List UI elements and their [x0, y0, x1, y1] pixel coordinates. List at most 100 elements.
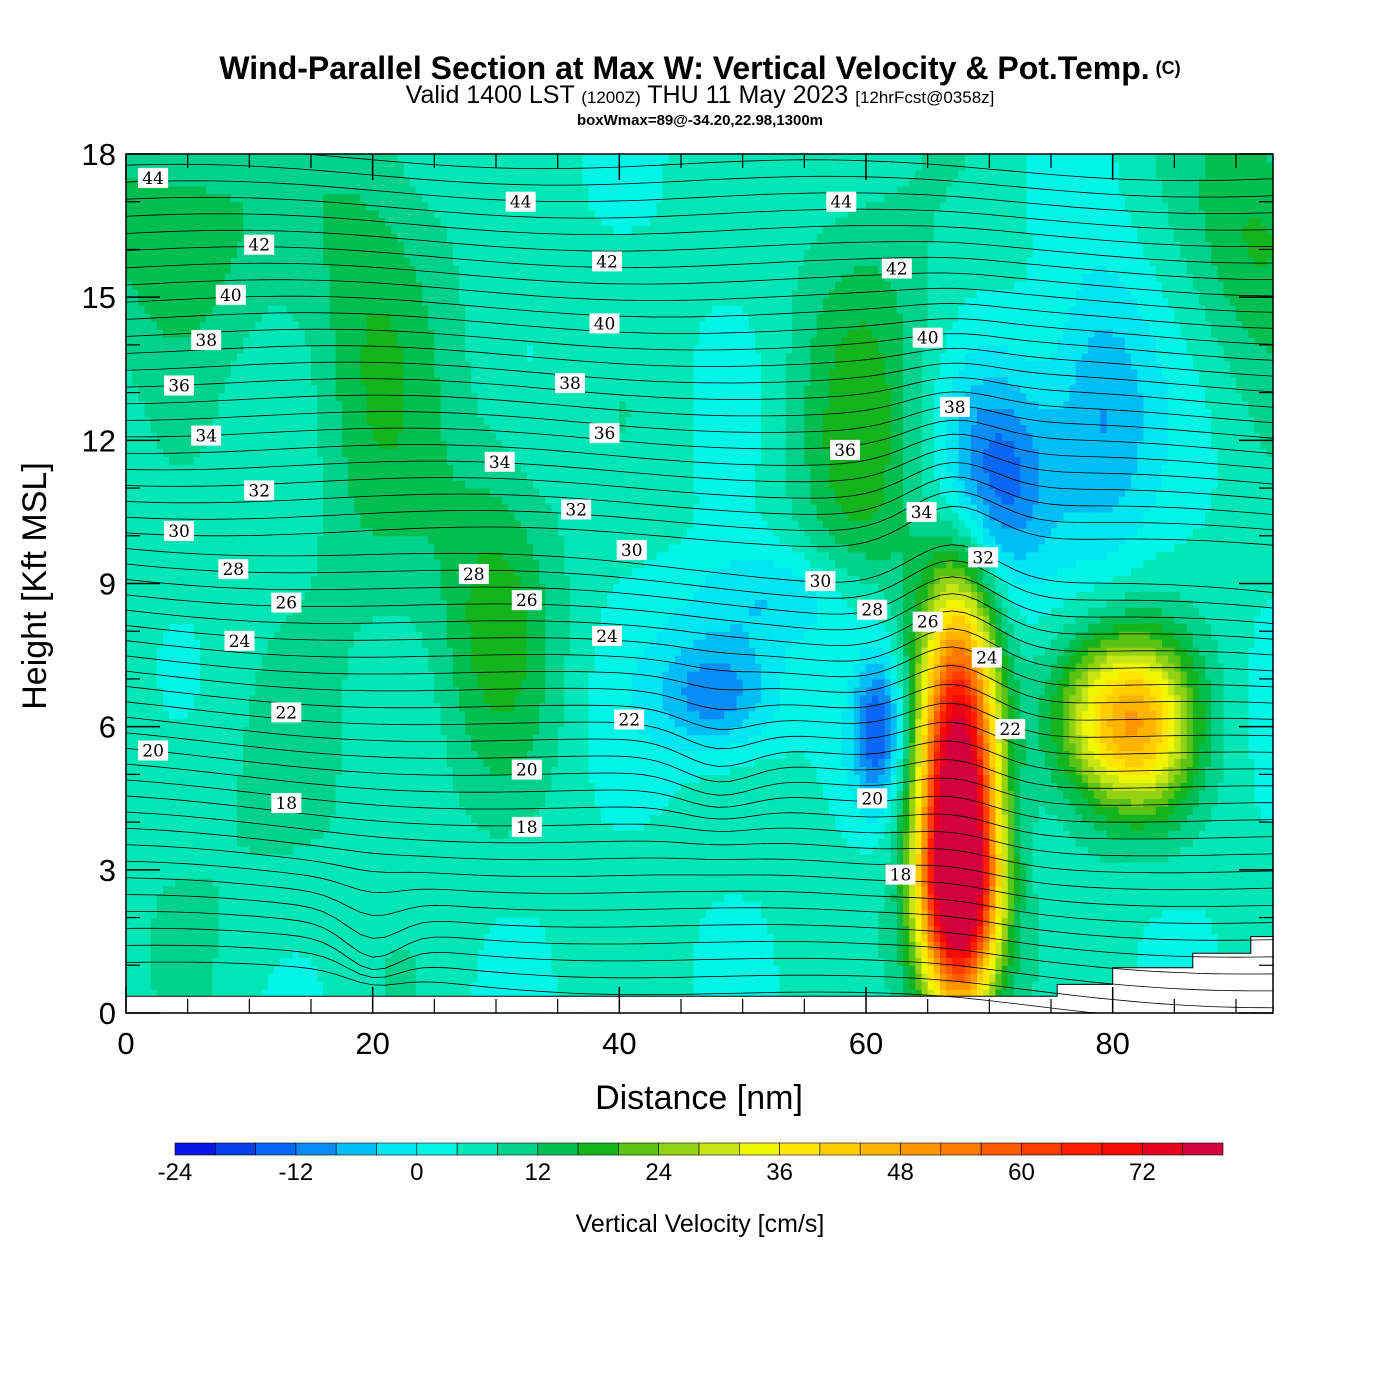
w-cell [829, 965, 836, 974]
w-cell [1242, 869, 1249, 879]
w-cell [545, 806, 553, 815]
w-cell [1118, 814, 1126, 823]
w-cell [366, 917, 374, 927]
w-cell [477, 798, 485, 807]
w-cell [625, 909, 633, 919]
w-cell [126, 957, 133, 966]
w-cell [995, 933, 1003, 943]
w-cell [459, 798, 466, 807]
w-cell [761, 901, 768, 911]
w-cell [1069, 909, 1077, 919]
w-cell [644, 838, 651, 847]
w-cell [946, 885, 953, 895]
w-cell [940, 909, 947, 919]
w-cell [304, 901, 312, 911]
w-cell [1014, 917, 1021, 927]
w-cell [1143, 949, 1151, 958]
w-cell [1051, 814, 1058, 823]
w-cell [872, 989, 879, 998]
w-cell [317, 981, 324, 990]
w-cell [816, 973, 824, 982]
w-cell [964, 981, 972, 990]
w-cell [477, 941, 485, 950]
w-cell [656, 901, 664, 911]
w-cell [570, 973, 577, 982]
w-cell [132, 957, 139, 966]
w-cell [921, 981, 929, 990]
w-cell [1063, 901, 1071, 911]
w-cell [360, 933, 368, 943]
w-cell [607, 798, 614, 807]
w-cell [989, 822, 997, 831]
w-cell [557, 806, 565, 815]
w-cell [662, 957, 670, 966]
w-cell [563, 798, 571, 807]
w-cell [576, 830, 583, 839]
w-cell [533, 949, 540, 958]
w-cell [570, 814, 577, 823]
w-cell [292, 845, 300, 855]
w-cell [582, 853, 590, 863]
w-cell [878, 893, 886, 903]
w-cell [1118, 830, 1126, 839]
w-cell [403, 830, 411, 839]
w-cell [927, 925, 935, 935]
w-cell [1044, 814, 1052, 823]
w-cell [711, 893, 719, 903]
w-cell [230, 822, 238, 831]
w-cell [169, 853, 176, 863]
w-cell [237, 949, 244, 958]
w-cell [1236, 845, 1243, 855]
w-cell [977, 941, 984, 950]
w-cell [335, 957, 343, 966]
w-cell [662, 981, 670, 990]
w-cell [1069, 830, 1077, 839]
w-cell [249, 949, 257, 958]
w-cell [810, 798, 818, 807]
w-cell [600, 893, 608, 903]
w-cell [1100, 901, 1108, 911]
w-cell [403, 973, 411, 982]
w-cell [755, 822, 762, 831]
w-cell [354, 814, 361, 823]
w-cell [187, 885, 195, 895]
w-cell [459, 822, 466, 831]
w-cell [477, 885, 485, 895]
w-cell [829, 822, 836, 831]
w-cell [563, 909, 571, 919]
w-cell [323, 853, 331, 863]
w-cell [835, 949, 842, 958]
w-cell [674, 965, 682, 974]
w-cell [563, 869, 571, 879]
w-cell [600, 838, 608, 847]
w-cell [1044, 909, 1052, 919]
w-cell [977, 949, 984, 958]
w-cell [415, 933, 423, 943]
w-cell [286, 893, 294, 903]
w-cell [446, 838, 454, 847]
w-cell [1236, 917, 1243, 927]
w-cell [193, 806, 201, 815]
w-cell [520, 989, 528, 998]
w-cell [1229, 893, 1237, 903]
w-cell [422, 989, 429, 998]
w-cell [582, 877, 590, 887]
w-cell [378, 830, 386, 839]
w-cell [360, 885, 368, 895]
w-cell [563, 822, 571, 831]
w-cell [909, 806, 916, 815]
w-cell [175, 901, 183, 911]
w-cell [681, 853, 688, 863]
w-cell [514, 933, 522, 943]
w-cell [952, 917, 960, 927]
w-cell [983, 830, 990, 839]
w-cell [224, 838, 232, 847]
w-cell [1007, 901, 1015, 911]
w-cell [1125, 957, 1132, 966]
w-cell [1236, 861, 1243, 871]
w-cell [687, 933, 694, 943]
w-cell [1081, 845, 1089, 855]
w-cell [1236, 830, 1243, 839]
w-cell [964, 814, 972, 823]
w-cell [200, 877, 207, 887]
